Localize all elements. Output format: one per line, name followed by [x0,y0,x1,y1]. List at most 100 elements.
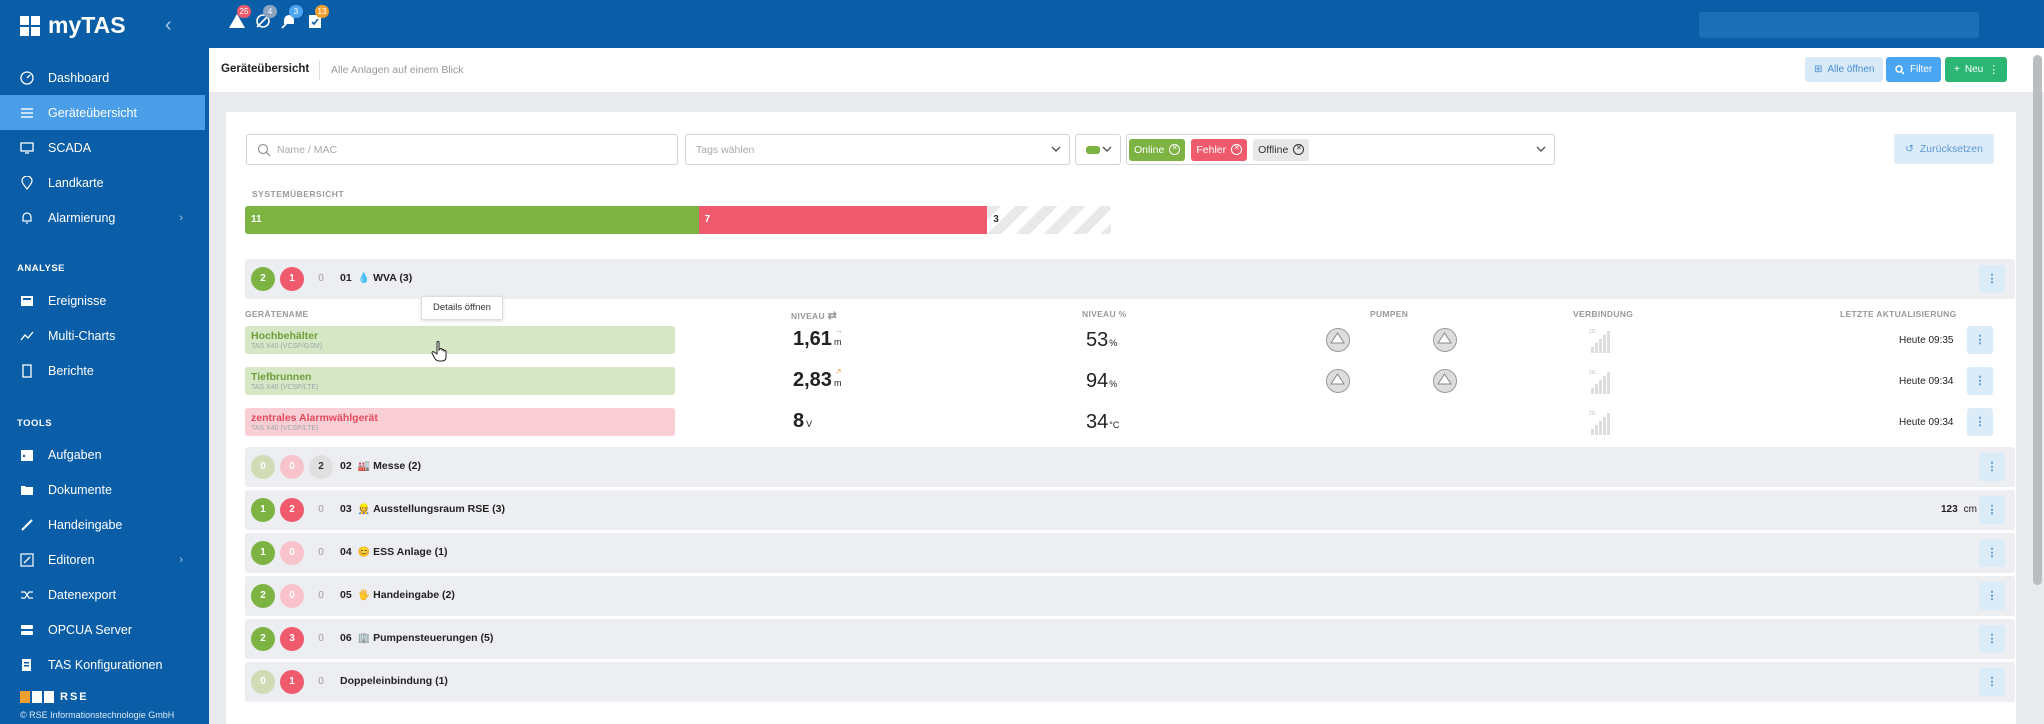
collapse-sidebar-icon[interactable]: ‹ [165,14,172,36]
device-group-row[interactable]: 2 3 0 06 🏢 Pumpensteuerungen (5) ⋮ [245,619,2015,659]
offline-count-badge: 0 [318,633,324,644]
sidebar-item-gerateubersicht[interactable]: Geräteübersicht [0,95,205,130]
filter-button[interactable]: Filter [1886,57,1942,82]
group-menu-icon[interactable]: ⋮ [1979,539,2005,567]
status-select[interactable]: Online ✕ Fehler ✕ Offline ✕ [1126,134,1555,165]
remove-pill-icon[interactable]: ✕ [1231,144,1243,155]
page-subtitle: Alle Anlagen auf einem Blick [331,64,464,76]
reset-label: Zurücksetzen [1919,143,1983,155]
sidebar-item-dokumente[interactable]: Dokumente [0,472,205,507]
sidebar-item-scada[interactable]: SCADA [0,130,205,165]
group-menu-icon[interactable]: ⋮ [1979,265,2005,293]
group-menu-icon[interactable]: ⋮ [1979,625,2005,653]
remove-pill-icon[interactable]: ✕ [1169,144,1181,155]
open-all-button[interactable]: ⊞ Alle öffnen [1805,57,1884,82]
sidebar-item-label: Dokumente [48,482,112,497]
sidebar-item-opcua-server[interactable]: OPCUA Server [0,612,205,647]
device-menu-icon[interactable]: ⋮ [1967,326,1993,354]
device-row[interactable]: Tiefbrunnen TAS X40 (VCSP/LTE) [245,367,675,395]
section-tools: TOOLS [17,418,53,429]
device-group-row[interactable]: 0 1 0 Doppeleinbindung (1) ⋮ [245,662,2015,702]
shuffle-icon [20,588,34,602]
chevron-right-icon: › [179,553,183,566]
group-icon: 💧 [357,273,371,284]
notification-count-badge: 4 [263,5,277,18]
device-row[interactable]: zentrales Alarmwählgerät TAS X40 (VCSP/LT… [245,408,675,436]
divider [319,60,320,80]
device-group-row[interactable]: 1 0 0 04 😊 ESS Anlage (1) ⋮ [245,533,2015,573]
group-label: ESS Anlage (1) [373,546,448,558]
device-name[interactable]: zentrales Alarmwählgerät [251,412,378,424]
device-group-row[interactable]: 0 0 2 02 🏭 Messe (2) ⋮ [245,447,2015,487]
group-name[interactable]: 01 💧 WVA (3) [340,272,412,284]
topbar-search[interactable] [1699,12,1979,38]
group-name[interactable]: 02 🏭 Messe (2) [340,460,421,472]
group-name[interactable]: 03 👷 Ausstellungsraum RSE (3) [340,503,505,515]
remove-pill-icon[interactable]: ✕ [1293,144,1305,155]
device-group-row[interactable]: 2 0 0 05 🖐 Handeingabe (2) ⋮ [245,576,2015,616]
new-button[interactable]: + Neu ⋮ [1945,57,2008,82]
device-menu-icon[interactable]: ⋮ [1967,367,1993,395]
tags-select[interactable]: Tags wählen [685,134,1070,165]
search-icon [257,143,271,156]
sidebar-item-label: SCADA [48,140,92,155]
offline-count-badge: 2 [309,455,333,479]
group-label: Handeingabe (2) [373,589,455,601]
status-pill-online[interactable]: Online ✕ [1129,138,1186,161]
sidebar-item-dashboard[interactable]: Dashboard [0,60,205,95]
color-select[interactable] [1075,134,1121,165]
pump-status-icon[interactable] [1433,369,1457,393]
refresh-icon[interactable]: ⇄ [827,310,838,322]
sidebar-item-editoren[interactable]: Editoren › [0,542,205,577]
task-notification-button[interactable]: 13 [306,5,329,30]
sidebar-item-aufgaben[interactable]: Aufgaben [0,437,205,472]
offline-notification-button[interactable]: 4 [254,5,277,30]
group-menu-icon[interactable]: ⋮ [1979,582,2005,610]
sidebar-item-landkarte[interactable]: Landkarte [0,165,205,200]
group-name[interactable]: 05 🖐 Handeingabe (2) [340,589,455,601]
group-name[interactable]: Doppeleinbindung (1) [340,675,448,687]
group-menu-icon[interactable]: ⋮ [1979,668,2005,696]
device-name[interactable]: Hochbehälter [251,330,319,342]
group-name[interactable]: 04 😊 ESS Anlage (1) [340,546,447,558]
group-number: 06 [340,632,352,644]
online-count-badge: 1 [251,498,275,522]
online-segment[interactable]: 11 [245,206,699,234]
status-pill-fehler[interactable]: Fehler ✕ [1191,138,1248,161]
error-segment[interactable]: 7 [698,206,988,234]
sidebar-item-datenexport[interactable]: Datenexport [0,577,205,612]
muted-notification-button[interactable]: 3 [280,5,303,30]
system-overview-bar: 11 7 3 [245,206,1111,234]
config-icon [20,658,34,672]
alarm-notification-button[interactable]: 25 [228,5,251,30]
page-scrollbar[interactable] [2033,55,2042,585]
device-group-row[interactable]: 2 1 0 01 💧 WVA (3) ⋮ [245,259,2015,299]
app-logo[interactable]: myTAS [20,12,126,39]
status-pill-offline[interactable]: Offline ✕ [1253,138,1310,161]
pump-status-icon[interactable] [1326,328,1350,352]
device-menu-icon[interactable]: ⋮ [1967,408,1993,436]
sidebar-item-multi-charts[interactable]: Multi-Charts [0,318,205,353]
sidebar-item-tas-konfigurationen[interactable]: TAS Konfigurationen [0,647,205,682]
device-level-value: 2,83 m ↗ [793,367,842,391]
sidebar-item-berichte[interactable]: Berichte [0,353,205,388]
svg-text:2G: 2G [1589,329,1596,335]
sidebar-item-handeingabe[interactable]: Handeingabe [0,507,205,542]
sidebar-item-alarmierung[interactable]: Alarmierung › [0,200,205,235]
device-row[interactable]: Hochbehälter TAS X40 (VCSP/GSM) [245,326,675,354]
more-icon[interactable]: ⋮ [1988,64,2000,76]
device-group-row[interactable]: 1 2 0 03 👷 Ausstellungsraum RSE (3) 123 cm ⋮ [245,490,2015,530]
group-menu-icon[interactable]: ⋮ [1979,453,2005,481]
sidebar-item-label: Berichte [48,363,94,378]
reset-button[interactable]: ↺ Zurücksetzen [1894,134,1994,164]
sidebar-item-ereignisse[interactable]: Ereignisse [0,283,205,318]
group-menu-icon[interactable]: ⋮ [1979,496,2005,524]
search-input[interactable]: Name / MAC [246,134,678,165]
device-name[interactable]: Tiefbrunnen [251,371,312,383]
device-type: TAS X40 (VCSP/GSM) [251,343,323,350]
pump-status-icon[interactable] [1433,328,1457,352]
sidebar-item-label: Landkarte [48,175,104,190]
pump-status-icon[interactable] [1326,369,1350,393]
offline-segment[interactable]: 3 [987,206,1111,234]
group-name[interactable]: 06 🏢 Pumpensteuerungen (5) [340,632,493,644]
